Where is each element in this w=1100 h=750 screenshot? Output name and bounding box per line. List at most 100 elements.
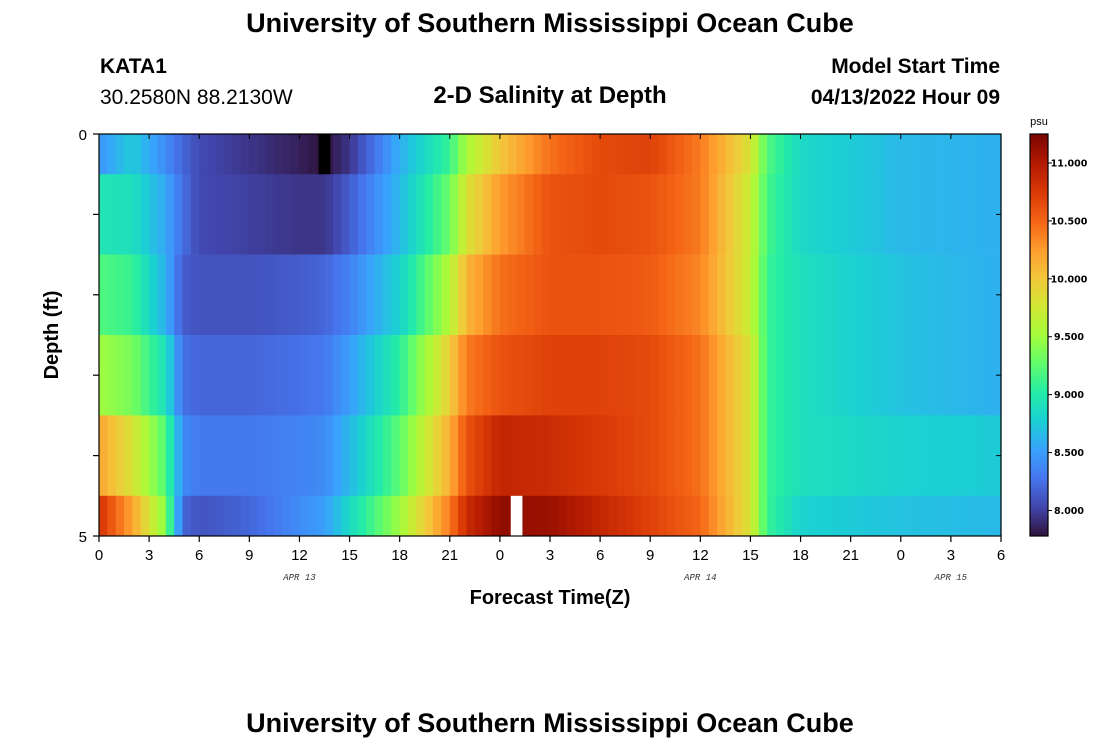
heatmap-cell bbox=[591, 254, 601, 336]
heatmap-cell bbox=[767, 174, 777, 255]
heatmap-cell bbox=[792, 134, 802, 175]
heatmap-cell bbox=[750, 495, 760, 537]
heatmap-cell bbox=[441, 254, 451, 336]
heatmap-cell bbox=[224, 415, 234, 497]
x-tick-label: 21 bbox=[441, 547, 458, 564]
heatmap-cell bbox=[232, 335, 242, 416]
heatmap-cell bbox=[366, 174, 376, 255]
heatmap-cell bbox=[792, 495, 802, 537]
heatmap-cell bbox=[524, 415, 534, 497]
heatmap-cell bbox=[875, 415, 885, 497]
heatmap-cell bbox=[675, 254, 685, 336]
heatmap-cell bbox=[800, 254, 810, 336]
heatmap-cell bbox=[616, 335, 626, 416]
heatmap-cell bbox=[190, 134, 200, 175]
heatmap-cell bbox=[374, 134, 384, 175]
heatmap-cell bbox=[808, 254, 818, 336]
heatmap-cell bbox=[975, 495, 985, 537]
heatmap-cell bbox=[633, 134, 643, 175]
heatmap-cell bbox=[341, 174, 351, 255]
heatmap-cell bbox=[909, 335, 919, 416]
heatmap-cell bbox=[566, 174, 576, 255]
heatmap-cell bbox=[575, 335, 585, 416]
heatmap-cell bbox=[666, 415, 676, 497]
heatmap-cell bbox=[633, 495, 643, 537]
heatmap-cell bbox=[165, 174, 175, 255]
heatmap-cell bbox=[750, 134, 760, 175]
heatmap-cell bbox=[165, 495, 175, 537]
heatmap-cell bbox=[491, 134, 501, 175]
heatmap-cell bbox=[925, 134, 935, 175]
chart-main-title: University of Southern Mississippi Ocean… bbox=[246, 8, 854, 38]
heatmap-cell bbox=[174, 254, 184, 336]
x-axis-ticks: 0 3 6 9 12 15 18 21 0 3 6 9 12 15 18 21 0 3 6 bbox=[95, 134, 1005, 564]
heatmap-cell bbox=[666, 335, 676, 416]
heatmap-cell bbox=[583, 174, 593, 255]
heatmap-cell bbox=[900, 415, 910, 497]
heatmap-cell bbox=[157, 134, 167, 175]
heatmap-cell bbox=[925, 415, 935, 497]
heatmap-cell bbox=[115, 134, 125, 175]
heatmap-cell bbox=[842, 415, 852, 497]
heatmap-cell bbox=[892, 335, 902, 416]
heatmap-cell bbox=[307, 134, 317, 175]
heatmap-cell bbox=[683, 415, 693, 497]
heatmap-cell bbox=[717, 134, 726, 175]
heatmap-cell bbox=[817, 254, 827, 336]
heatmap-cell bbox=[99, 495, 108, 537]
heatmap-cell bbox=[775, 415, 785, 497]
heatmap-cell bbox=[792, 335, 802, 416]
heatmap-cell bbox=[433, 254, 443, 336]
heatmap-cell bbox=[641, 134, 651, 175]
heatmap-cell bbox=[232, 495, 242, 537]
heatmap-cell bbox=[600, 415, 610, 497]
heatmap-cell bbox=[491, 495, 501, 537]
heatmap-cell bbox=[575, 254, 585, 336]
heatmap-cell bbox=[299, 335, 309, 416]
heatmap-cell bbox=[717, 415, 726, 497]
heatmap-cell bbox=[458, 415, 468, 497]
heatmap-cell bbox=[99, 134, 108, 175]
heatmap-cell bbox=[942, 254, 952, 336]
heatmap-cell bbox=[700, 174, 710, 255]
heatmap-cell bbox=[441, 134, 451, 175]
heatmap-cell bbox=[909, 134, 919, 175]
heatmap-cell bbox=[524, 335, 534, 416]
heatmap-cell bbox=[917, 335, 927, 416]
heatmap-cell bbox=[499, 254, 509, 336]
heatmap-cell bbox=[566, 254, 576, 336]
heatmap-cell bbox=[374, 495, 384, 537]
heatmap-cell bbox=[967, 495, 977, 537]
heatmap-cell bbox=[199, 134, 209, 175]
heatmap-cell bbox=[249, 495, 259, 537]
heatmap-cell bbox=[332, 134, 342, 175]
heatmap-cell bbox=[474, 415, 484, 497]
heatmap-cell bbox=[550, 495, 559, 537]
heatmap-cell bbox=[783, 335, 793, 416]
y-tick-label: 5 bbox=[79, 529, 87, 546]
heatmap-cell bbox=[767, 415, 777, 497]
heatmap-cell bbox=[884, 254, 894, 336]
heatmap-cell bbox=[550, 415, 559, 497]
heatmap-cell bbox=[240, 415, 250, 497]
y-tick-label: 0 bbox=[79, 127, 87, 144]
heatmap-cell bbox=[232, 254, 242, 336]
heatmap-cell bbox=[892, 254, 902, 336]
heatmap-cell bbox=[115, 254, 125, 336]
heatmap-cell bbox=[140, 134, 150, 175]
heatmap-cell bbox=[533, 174, 543, 255]
heatmap-cell bbox=[324, 415, 334, 497]
heatmap-cell bbox=[449, 415, 459, 497]
heatmap-cell bbox=[274, 415, 284, 497]
heatmap-cell bbox=[717, 254, 726, 336]
x-tick-label: 3 bbox=[947, 547, 955, 564]
heatmap-cell bbox=[725, 254, 735, 336]
heatmap-cell bbox=[725, 335, 735, 416]
heatmap-cell bbox=[533, 134, 543, 175]
heatmap-cell bbox=[708, 254, 718, 336]
heatmap-cell bbox=[758, 415, 768, 497]
heatmap-cell bbox=[842, 254, 852, 336]
colorbar-tick-label: 8.000 bbox=[1054, 506, 1084, 517]
colorbar-tick-label: 9.500 bbox=[1054, 332, 1084, 343]
heatmap-cell bbox=[967, 415, 977, 497]
